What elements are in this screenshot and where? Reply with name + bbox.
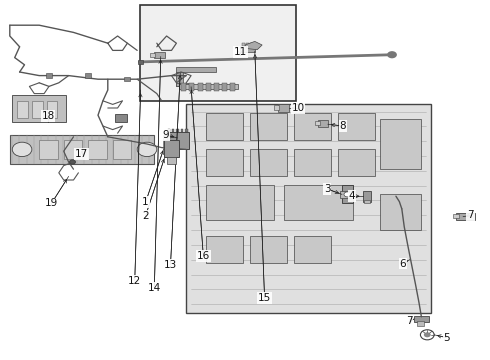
Bar (113, 140, 131, 159)
Bar (338, 149, 375, 176)
Circle shape (70, 160, 75, 164)
Polygon shape (245, 41, 262, 50)
Text: 10: 10 (292, 103, 304, 113)
Text: 9: 9 (162, 130, 169, 140)
Text: 19: 19 (45, 198, 58, 208)
Bar (185, 129, 188, 132)
Text: 5: 5 (443, 333, 450, 343)
Text: 8: 8 (340, 121, 346, 131)
Bar (85, 73, 91, 78)
Circle shape (387, 51, 397, 58)
Bar (414, 316, 429, 322)
Bar (176, 83, 189, 86)
Bar (246, 43, 249, 46)
Bar (163, 135, 167, 147)
Bar (214, 83, 219, 91)
Bar (363, 191, 371, 202)
Bar (115, 114, 127, 122)
Bar (164, 140, 179, 157)
Bar (176, 72, 183, 86)
Bar (242, 43, 245, 46)
Text: 13: 13 (164, 260, 177, 270)
Bar (167, 157, 176, 164)
Text: 3: 3 (324, 184, 331, 194)
Bar (172, 129, 174, 132)
Bar (181, 83, 186, 91)
Circle shape (137, 142, 157, 157)
Bar (179, 84, 238, 89)
Bar (364, 200, 370, 203)
Bar (250, 149, 287, 176)
Bar (340, 191, 355, 198)
Bar (456, 213, 475, 220)
Bar (315, 121, 320, 125)
Text: 7: 7 (406, 316, 413, 326)
Bar (284, 185, 353, 220)
Text: 1: 1 (142, 197, 149, 207)
Text: 12: 12 (128, 276, 142, 286)
Bar (47, 101, 57, 118)
Bar (338, 113, 375, 140)
Bar (32, 101, 43, 118)
Bar (278, 104, 289, 112)
Bar (380, 119, 421, 169)
Text: 11: 11 (233, 47, 247, 57)
Bar (206, 149, 243, 176)
Bar (250, 113, 287, 140)
Text: 6: 6 (399, 258, 406, 269)
Bar (250, 236, 287, 263)
Bar (124, 77, 130, 81)
Circle shape (12, 142, 32, 157)
Bar (197, 83, 202, 91)
Text: 15: 15 (258, 293, 271, 303)
Bar (181, 129, 183, 132)
Bar (380, 194, 421, 230)
Bar (274, 105, 279, 110)
Bar (140, 5, 296, 101)
Bar (250, 43, 253, 46)
Text: 14: 14 (147, 283, 161, 293)
Bar (318, 120, 328, 127)
Bar (10, 135, 154, 164)
Bar (206, 185, 274, 220)
Bar (453, 214, 459, 218)
Bar (294, 149, 331, 176)
Bar (46, 73, 52, 78)
Bar (64, 140, 82, 159)
Bar (176, 67, 216, 72)
Bar (150, 53, 155, 57)
Bar (294, 236, 331, 263)
Bar (154, 52, 165, 58)
Text: 18: 18 (41, 111, 55, 121)
Bar (206, 113, 243, 140)
Bar (168, 129, 170, 132)
Text: 17: 17 (75, 149, 89, 159)
Bar (342, 185, 353, 203)
Bar (416, 321, 424, 326)
Bar (190, 83, 195, 91)
Bar (206, 83, 211, 91)
Bar (138, 60, 143, 64)
Bar (88, 140, 107, 159)
Circle shape (344, 192, 351, 197)
Bar (166, 132, 189, 149)
Bar (222, 83, 227, 91)
Bar (186, 104, 431, 313)
Text: 16: 16 (196, 251, 210, 261)
Bar (17, 101, 28, 118)
Bar (12, 95, 66, 122)
Bar (294, 113, 331, 140)
Bar (240, 46, 255, 52)
Text: 2: 2 (142, 211, 149, 221)
Text: 4: 4 (348, 191, 355, 201)
Bar (230, 83, 235, 91)
Bar (206, 236, 243, 263)
Bar (176, 129, 179, 132)
Circle shape (424, 332, 431, 337)
Bar (39, 140, 58, 159)
Text: 7: 7 (467, 210, 474, 220)
